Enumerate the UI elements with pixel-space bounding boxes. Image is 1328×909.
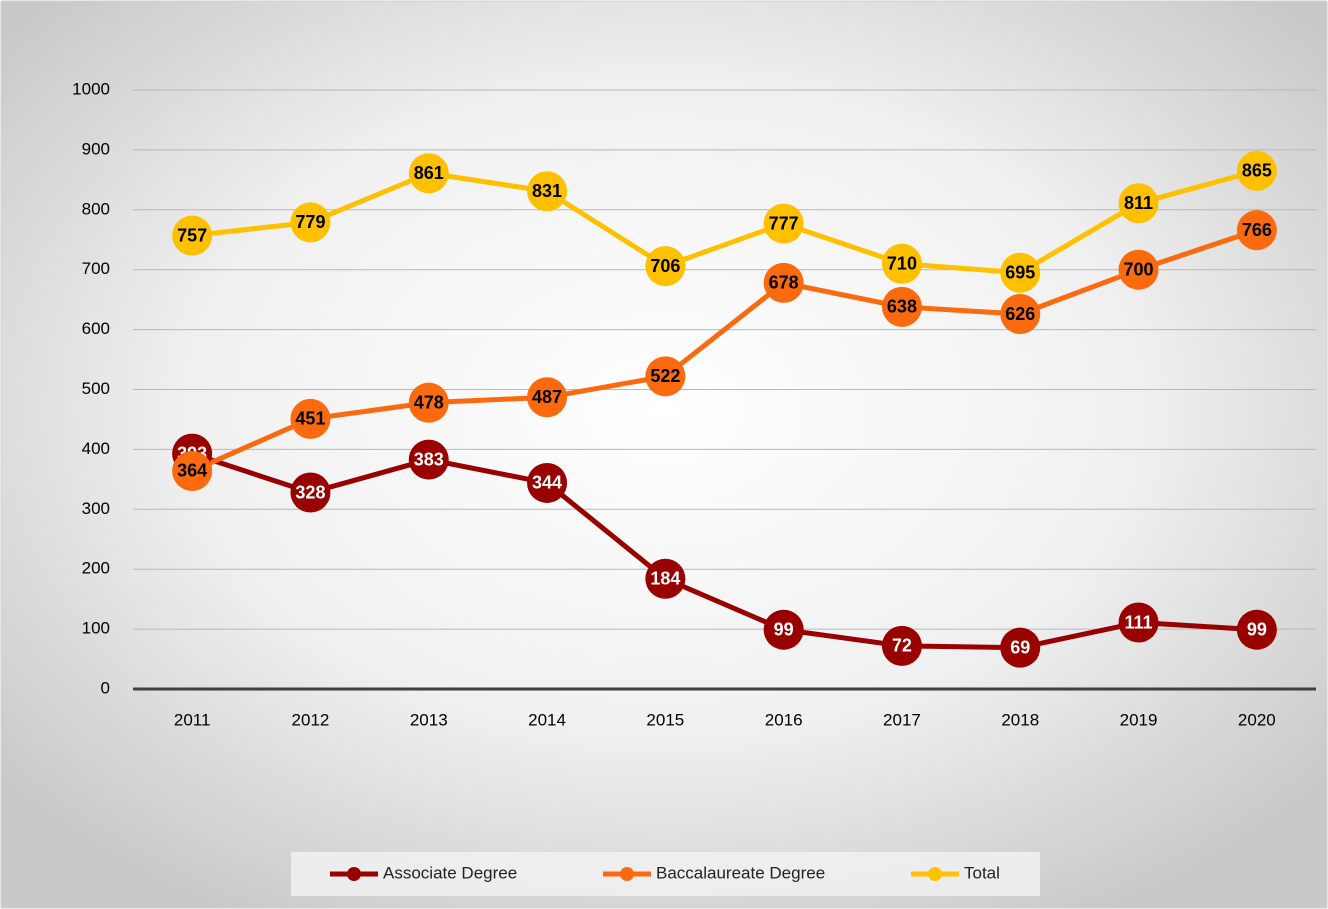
marker [881,286,922,327]
data-label: 865 [1242,161,1272,181]
legend-marker [928,867,942,881]
y-tick-label: 200 [82,559,110,578]
data-label: 831 [532,181,562,201]
series-line [191,227,1258,474]
y-tick-label: 1000 [72,79,110,98]
marker [1236,609,1277,650]
marker [645,356,686,397]
data-label: 344 [532,473,562,493]
data-label: 695 [1005,262,1035,282]
marker [1118,249,1159,290]
marker [1118,183,1159,224]
legend-label: Baccalaureate Degree [656,863,825,882]
marker [527,462,568,503]
data-label: 638 [887,297,917,317]
marker [1118,602,1159,643]
x-tick-label: 2011 [174,710,211,729]
data-label: 700 [1124,259,1154,279]
series-line [191,168,1258,276]
data-label: 72 [892,636,912,656]
data-label: 99 [774,619,794,639]
marker [408,382,449,423]
marker [1236,150,1277,191]
series-line [191,451,1258,651]
x-tick-label: 2013 [410,710,448,729]
y-tick-label: 400 [82,439,110,458]
data-label: 111 [1125,612,1153,632]
marker [1000,252,1041,293]
marker [408,439,449,480]
y-tick-label: 900 [82,139,110,158]
data-label: 478 [414,392,444,412]
marker [527,171,568,212]
marker [1000,627,1041,668]
marker [645,246,686,287]
data-label: 678 [769,273,799,293]
data-label: 451 [295,409,325,429]
marker [763,203,804,244]
data-label: 779 [295,212,325,232]
data-label: 522 [650,366,680,386]
data-label: 757 [177,225,207,245]
y-tick-label: 0 [101,678,110,697]
data-label: 706 [650,256,680,276]
marker [290,472,331,513]
data-label: 328 [295,482,325,502]
data-label: 487 [532,387,562,407]
y-tick-label: 700 [82,259,110,278]
data-label: 861 [414,163,444,183]
marker [290,398,331,439]
marker [290,202,331,243]
marker [881,243,922,284]
legend-marker [620,867,634,881]
data-label: 777 [769,213,799,233]
legend-label: Total [964,863,1000,882]
legend-label: Associate Degree [383,863,517,882]
data-label: 99 [1247,619,1267,639]
legend-marker [347,867,361,881]
data-label: 69 [1010,637,1030,657]
x-tick-label: 2018 [1001,710,1039,729]
x-tick-label: 2014 [528,710,566,729]
data-label: 626 [1005,304,1035,324]
data-label: 364 [177,461,207,481]
data-label: 811 [1124,193,1153,213]
marker [763,262,804,303]
x-tick-label: 2016 [765,710,803,729]
x-tick-label: 2012 [292,710,330,729]
y-tick-label: 100 [82,619,110,638]
marker [645,558,686,599]
data-label: 184 [650,569,680,589]
marker [172,450,213,491]
x-tick-label: 2019 [1120,710,1158,729]
marker [881,625,922,666]
y-tick-label: 800 [82,199,110,218]
marker [172,215,213,256]
data-label: 710 [887,253,917,273]
y-tick-label: 600 [82,319,110,338]
marker [527,377,568,418]
y-tick-label: 500 [82,379,110,398]
marker [1236,210,1277,251]
y-tick-label: 300 [82,499,110,518]
x-tick-label: 2015 [646,710,684,729]
data-label: 383 [414,449,444,469]
data-label: 766 [1242,220,1272,240]
x-tick-label: 2020 [1238,710,1276,729]
marker [408,153,449,194]
x-tick-label: 2017 [883,710,921,729]
marker [1000,294,1041,335]
marker [763,609,804,650]
